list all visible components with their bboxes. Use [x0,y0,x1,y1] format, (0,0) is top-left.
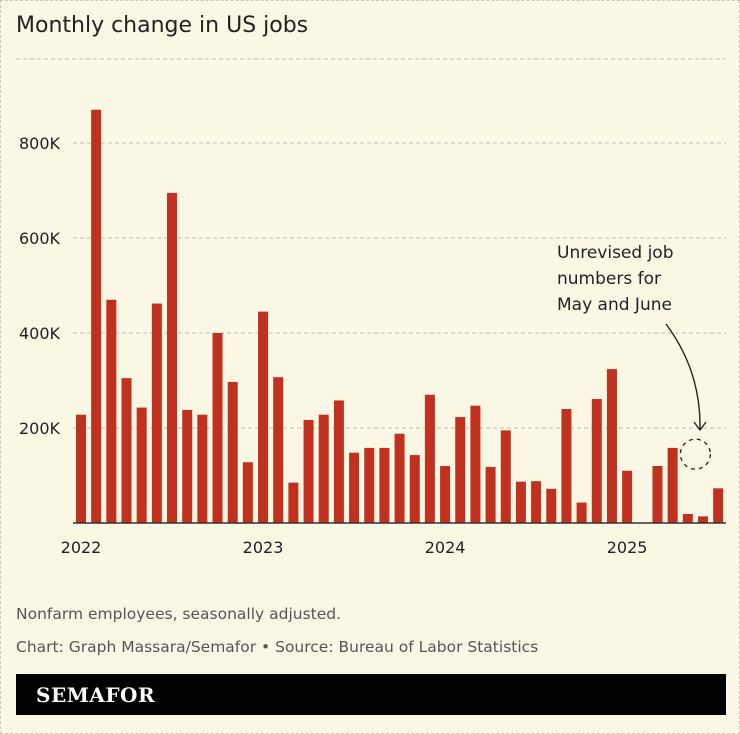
chart-credit: Chart: Graph Massara/Semafor • Source: B… [16,638,539,656]
chart-note: Nonfarm employees, seasonally adjusted. [16,605,342,623]
y-tick-label: 800K [19,134,61,153]
bar [682,513,693,523]
bar [136,407,147,523]
bar [394,433,405,523]
bar [151,303,162,523]
bar [197,414,208,523]
bar [546,488,557,523]
bar [212,333,223,523]
bar [364,447,375,523]
x-tick-label: 2024 [425,538,466,557]
bar [242,462,253,523]
bar [652,466,663,523]
bar [697,516,708,523]
bar [318,414,329,523]
bar [561,409,572,523]
bar [606,369,617,523]
arrow-head-icon [693,421,707,432]
y-tick-label: 400K [19,324,61,343]
bar [440,466,451,523]
bar [273,377,284,523]
x-tick-label: 2022 [61,538,102,557]
bar [409,455,420,523]
bar [288,482,299,523]
bar-chart: 200K 400K 600K 800K 2022 2023 2024 2025 Unrevise… [16,58,726,557]
bar [424,394,435,523]
annotation-text: numbers for [557,269,661,289]
bar [713,488,724,523]
bar [515,481,526,523]
bar [667,447,678,523]
chart-title: Monthly change in US jobs [16,13,309,38]
y-tick-label: 600K [19,229,61,248]
bar [227,381,238,523]
brand-logo: SEMAFOR [36,683,156,707]
bar [182,409,193,523]
bar [470,405,481,523]
bar [379,447,390,523]
bar [76,414,86,523]
annotation-text: Unrevised job [557,243,674,263]
bar [531,481,542,523]
unrevised-circle [679,438,712,470]
bar [167,192,178,523]
annotation-arrow [665,323,701,430]
bar [106,299,117,523]
annotation-text: May and June [557,295,672,315]
bar [303,419,314,523]
x-tick-label: 2023 [243,538,284,557]
bar [622,470,633,523]
bar [455,417,466,523]
brand-banner: SEMAFOR [16,674,726,715]
bar [258,311,269,523]
y-tick-label: 200K [19,419,61,438]
bar [500,430,511,523]
bar [485,466,496,523]
bar [576,502,587,523]
bar [591,399,602,523]
x-tick-label: 2025 [607,538,648,557]
bar [121,378,132,523]
bar [333,400,344,523]
bar [349,452,360,523]
bar [91,109,102,523]
